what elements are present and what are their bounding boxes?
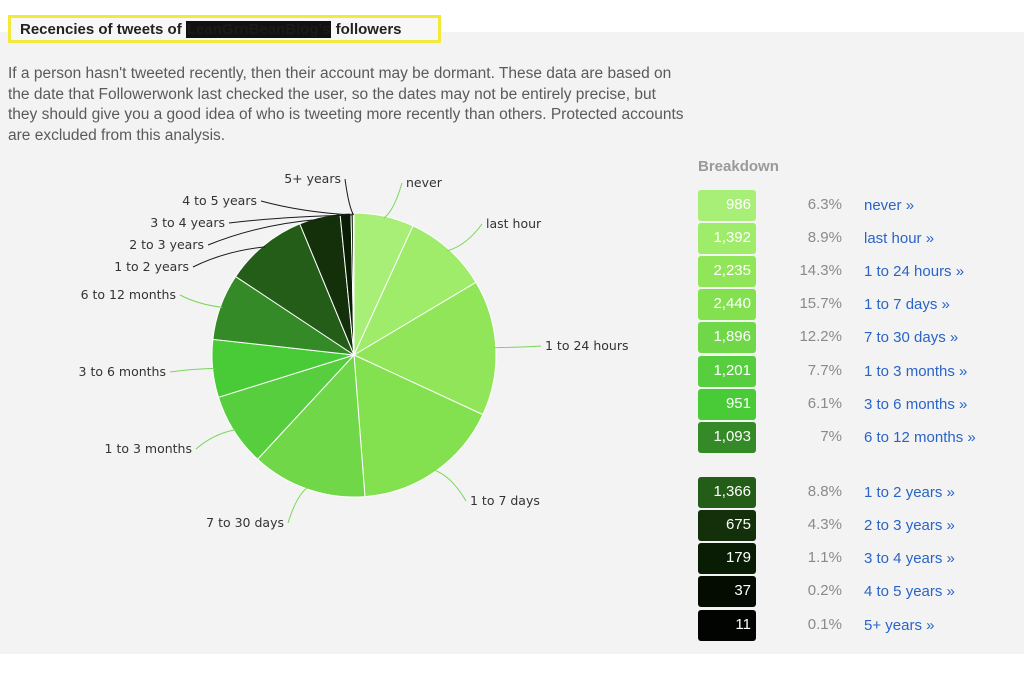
slice-label-1-to-2-years: 1 to 2 years <box>114 259 189 274</box>
percent-value: 6.3% <box>807 196 842 213</box>
section-heading: Recencies of tweets of LeanGrnBeanBlog's… <box>8 15 441 43</box>
category-link-7-to-30-days[interactable]: 7 to 30 days » <box>864 329 959 346</box>
breakdown-row-2-to-3-years: 675 4.3% 2 to 3 years » <box>698 510 1024 542</box>
count-badge: 2,235 <box>698 256 756 287</box>
leader-line-7-to-30-days <box>287 486 309 524</box>
count-badge: 675 <box>698 510 756 541</box>
count-badge: 1,366 <box>698 477 756 508</box>
leader-line-6-to-12-months <box>179 294 223 308</box>
breakdown-row-3-to-6-months: 951 6.1% 3 to 6 months » <box>698 389 1024 421</box>
pie-slice-1-to-7-days[interactable] <box>353 354 484 498</box>
category-link-never[interactable]: never » <box>864 197 915 214</box>
pie-chart: never last hour 1 to 24 hours 1 to 7 days 7 … <box>79 171 629 530</box>
percent-value: 0.2% <box>807 582 842 599</box>
count-badge: 951 <box>698 389 756 420</box>
breakdown-row-1-to-7-days: 2,440 15.7% 1 to 7 days » <box>698 289 1024 321</box>
category-link-1-to-7-days[interactable]: 1 to 7 days » <box>864 296 950 313</box>
breakdown-title: Breakdown <box>698 158 779 175</box>
percent-value: 12.2% <box>799 328 842 345</box>
slice-label-4-to-5-years: 4 to 5 years <box>182 193 257 208</box>
count-badge: 2,440 <box>698 289 756 320</box>
count-badge: 1,201 <box>698 356 756 387</box>
slice-label-3-to-4-years: 3 to 4 years <box>150 215 225 230</box>
category-link-6-to-12-months[interactable]: 6 to 12 months » <box>864 429 976 446</box>
count-badge: 11 <box>698 610 756 641</box>
slice-label-6-to-12-months: 6 to 12 months <box>81 287 176 302</box>
slice-label-5plus-years: 5+ years <box>284 171 341 186</box>
pie-slice-7-to-30-days[interactable] <box>256 353 366 498</box>
leader-line-never <box>383 182 403 219</box>
leader-line-3-to-4-years <box>228 214 346 224</box>
count-badge: 986 <box>698 190 756 221</box>
pie-slice-last-hour[interactable] <box>352 225 477 357</box>
percent-value: 14.3% <box>799 262 842 279</box>
slice-label-last-hour: last hour <box>486 216 542 231</box>
percent-value: 6.1% <box>807 395 842 412</box>
count-badge: 1,093 <box>698 422 756 453</box>
percent-value: 0.1% <box>807 616 842 633</box>
slice-label-1-to-7-days: 1 to 7 days <box>470 493 540 508</box>
category-link-1-to-24-hours[interactable]: 1 to 24 hours » <box>864 263 965 280</box>
slice-label-2-to-3-years: 2 to 3 years <box>129 237 204 252</box>
category-link-last-hour[interactable]: last hour » <box>864 230 935 247</box>
breakdown-row-1-to-24-hours: 2,235 14.3% 1 to 24 hours » <box>698 256 1024 288</box>
leader-line-4-to-5-years <box>260 200 353 216</box>
leader-line-1-to-24-hours <box>493 345 542 349</box>
breakdown-row-1-to-3-months: 1,201 7.7% 1 to 3 months » <box>698 356 1024 388</box>
category-link-1-to-3-months[interactable]: 1 to 3 months » <box>864 363 968 380</box>
breakdown-row-last-hour: 1,392 8.9% last hour » <box>698 223 1024 255</box>
pie-slice-5plus-years[interactable] <box>352 212 355 356</box>
slice-label-1-to-24-hours: 1 to 24 hours <box>545 338 628 353</box>
category-link-5plus-years[interactable]: 5+ years » <box>864 617 935 634</box>
percent-value: 4.3% <box>807 516 842 533</box>
leader-line-3-to-6-months <box>169 367 215 373</box>
count-badge: 37 <box>698 576 756 607</box>
chart-panel <box>0 32 1024 654</box>
category-link-1-to-2-years[interactable]: 1 to 2 years » <box>864 484 955 501</box>
heading-suffix: followers <box>331 21 402 38</box>
description-text: If a person hasn't tweeted recently, the… <box>8 65 684 144</box>
slice-label-3-to-6-months: 3 to 6 months <box>79 364 166 379</box>
count-badge: 179 <box>698 543 756 574</box>
breakdown-row-never: 986 6.3% never » <box>698 190 1024 222</box>
leader-line-last-hour <box>447 223 483 252</box>
percent-value: 8.9% <box>807 229 842 246</box>
leader-line-1-to-3-months <box>195 429 236 450</box>
category-link-2-to-3-years[interactable]: 2 to 3 years » <box>864 517 955 534</box>
count-badge: 1,896 <box>698 322 756 353</box>
heading-prefix: Recencies of tweets of <box>20 21 186 38</box>
percent-value: 7% <box>820 428 842 445</box>
breakdown-row-3-to-4-years: 179 1.1% 3 to 4 years » <box>698 543 1024 575</box>
category-link-3-to-4-years[interactable]: 3 to 4 years » <box>864 550 955 567</box>
pie-slice-1-to-2-years[interactable] <box>234 223 356 357</box>
breakdown-row-7-to-30-days: 1,896 12.2% 7 to 30 days » <box>698 322 1024 354</box>
percent-value: 7.7% <box>807 362 842 379</box>
redacted-username: LeanGrnBeanBlog's <box>185 21 332 38</box>
percent-value: 15.7% <box>799 295 842 312</box>
slice-label-never: never <box>406 175 443 190</box>
slice-label-1-to-3-months: 1 to 3 months <box>105 441 192 456</box>
leader-line-1-to-7-days <box>433 469 467 502</box>
category-link-3-to-6-months[interactable]: 3 to 6 months » <box>864 396 968 413</box>
breakdown-row-4-to-5-years: 37 0.2% 4 to 5 years » <box>698 576 1024 608</box>
leader-line-2-to-3-years <box>207 218 321 246</box>
category-link-4-to-5-years[interactable]: 4 to 5 years » <box>864 583 955 600</box>
slice-label-7-to-30-days: 7 to 30 days <box>206 515 284 530</box>
leader-line-5plus-years <box>344 178 355 216</box>
breakdown-row-5plus-years: 11 0.1% 5+ years » <box>698 610 1024 642</box>
breakdown-row-6-to-12-months: 1,093 7% 6 to 12 months » <box>698 422 1024 454</box>
percent-value: 8.8% <box>807 483 842 500</box>
leader-line-1-to-2-years <box>192 246 266 268</box>
count-badge: 1,392 <box>698 223 756 254</box>
percent-value: 1.1% <box>807 549 842 566</box>
breakdown-row-1-to-2-years: 1,366 8.8% 1 to 2 years » <box>698 477 1024 509</box>
